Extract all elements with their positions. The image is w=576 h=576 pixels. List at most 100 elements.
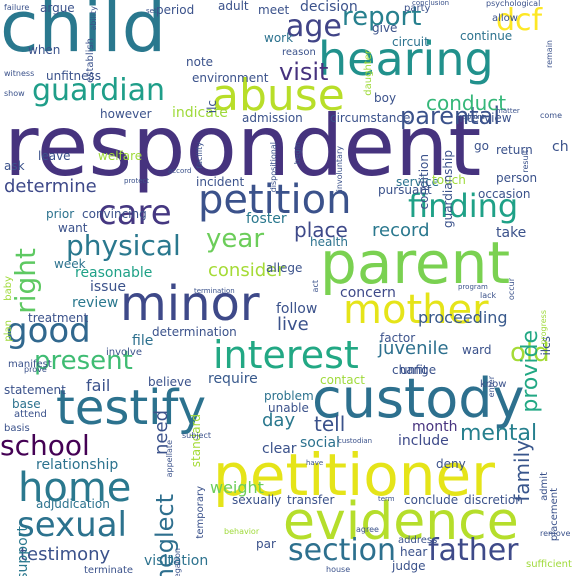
word: reason	[282, 47, 316, 58]
word: failure	[4, 3, 30, 12]
word: terminate	[84, 565, 134, 576]
word: school	[0, 429, 90, 462]
word: interest	[213, 333, 359, 377]
word: testify	[56, 380, 206, 436]
word: respondent	[4, 97, 482, 195]
word: witness	[4, 69, 35, 78]
word: guardianship	[441, 150, 455, 229]
word: juvenile	[378, 338, 449, 359]
word: minor	[120, 276, 260, 332]
word: house	[326, 565, 351, 574]
word: determine	[4, 176, 97, 197]
word: baby	[3, 276, 14, 301]
word: adjudication	[36, 497, 110, 511]
word: circumstance	[330, 111, 411, 125]
word: physical	[66, 229, 181, 262]
word: standard	[189, 414, 203, 468]
word: have	[306, 459, 324, 467]
word: daughter	[363, 50, 374, 96]
word: return	[496, 143, 533, 157]
word: facility	[195, 142, 204, 169]
word: allege	[266, 261, 303, 275]
word: basis	[4, 423, 30, 434]
word: want	[58, 221, 88, 235]
word: term	[378, 495, 395, 503]
word: show	[4, 89, 25, 98]
word: continue	[460, 29, 513, 43]
word: leave	[38, 149, 71, 163]
word: unable	[268, 401, 309, 415]
word: go	[474, 139, 489, 153]
word: proceeding	[418, 308, 508, 327]
word: boy	[374, 91, 397, 105]
word: environment	[192, 71, 269, 85]
word: set	[146, 7, 157, 15]
word: subject	[182, 431, 211, 440]
word: transfer	[287, 493, 335, 507]
word: ward	[462, 343, 492, 357]
word: clear	[262, 441, 297, 457]
word: appoint	[458, 113, 485, 121]
word: base	[12, 397, 41, 411]
word: hear	[400, 545, 428, 559]
word: address	[398, 535, 438, 546]
word: ilc	[205, 100, 219, 114]
word: live	[277, 314, 309, 335]
word: par	[256, 537, 276, 551]
word: good	[6, 311, 91, 351]
word: relationship	[36, 457, 119, 473]
word: lack	[480, 291, 497, 300]
word: ability	[89, 6, 98, 31]
word: health	[310, 235, 348, 249]
word: sexual	[17, 505, 127, 545]
word: dcf	[496, 3, 543, 38]
word: week	[54, 257, 86, 271]
word: child	[0, 0, 167, 68]
word: factor	[380, 331, 416, 345]
word: treatment	[28, 311, 89, 325]
word: appellate	[165, 440, 174, 478]
word: parent	[320, 229, 511, 297]
word: consider	[208, 260, 285, 281]
word: incident	[196, 175, 245, 189]
word: program	[458, 283, 488, 291]
word: father	[428, 533, 519, 568]
word: service	[396, 175, 439, 189]
word: condition	[417, 154, 431, 210]
word: month	[412, 419, 458, 435]
word: period	[156, 3, 195, 17]
word: occur	[507, 278, 516, 301]
word: guardian	[32, 73, 166, 108]
word: argue	[40, 1, 75, 15]
word: decision	[300, 0, 358, 15]
word: discretion	[464, 493, 523, 507]
word: petitioner	[213, 441, 495, 509]
word: remain	[545, 40, 554, 69]
word: sufficient	[526, 559, 572, 570]
word: review	[72, 295, 119, 311]
word: present	[34, 346, 133, 376]
word: progress	[539, 310, 548, 345]
word: fail	[86, 376, 111, 395]
word: act	[311, 280, 320, 293]
word: sexually	[232, 493, 282, 507]
word: protect	[124, 177, 150, 185]
word: contact	[320, 373, 365, 387]
word: result	[521, 150, 530, 173]
word: place	[294, 218, 348, 242]
word: touch	[432, 173, 466, 187]
word: weight	[210, 478, 264, 497]
word: age	[286, 9, 342, 44]
word: follow	[276, 301, 318, 317]
word: record	[372, 220, 430, 241]
word: note	[186, 55, 214, 69]
word: work	[264, 31, 294, 45]
word: tell	[314, 412, 346, 436]
word: petition	[198, 177, 352, 223]
word: care	[98, 193, 172, 233]
word: psychological	[486, 0, 541, 8]
word: person	[496, 171, 538, 185]
word: hearing	[318, 32, 494, 86]
word: ask	[4, 159, 25, 173]
